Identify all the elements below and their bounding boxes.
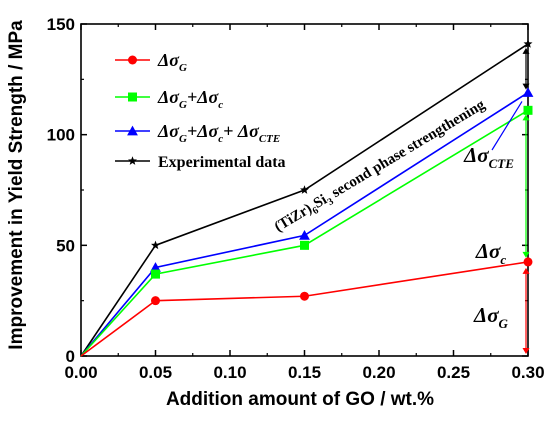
delta-cte-label-sub: CTE [489,156,515,171]
delta-c-arrow-head-up [522,114,530,121]
y-tick-label: 150 [47,15,75,34]
legend-label-sub: G [179,99,187,111]
legend-label-part: + Δσ [223,121,260,141]
data-point-triangle [522,87,534,97]
series-triangle [80,87,534,357]
series-line-triangle [80,91,529,357]
x-tick-label: 0.25 [437,363,470,382]
legend-swatch-marker [128,156,137,165]
series-layer [80,39,534,357]
delta-c-label-main: Δσ [475,239,501,263]
delta-cte-leader [491,101,523,151]
legend-swatch-marker [128,55,137,65]
x-tick-label: 0.30 [511,363,544,382]
legend-label-sub: c [218,133,223,145]
legend-swatch-marker [127,125,138,136]
data-point-triangle [299,229,310,240]
data-point-square [151,269,160,279]
delta-g-arrow-head-down [522,348,530,354]
series-line-circle [80,261,529,357]
legend-label-part: Δσ [157,87,180,107]
x-tick-label: 0.05 [139,363,172,382]
second-phase-label: (TiZr)6Si3 second phase strengthening [272,97,490,238]
data-point-circle [151,296,160,306]
delta-g-label-sub: G [499,316,509,331]
data-point-star [151,240,160,250]
second-phase-label-sub: 6 [311,205,321,217]
legend-label-part: Experimental data [158,154,286,171]
x-tick-label: 0.20 [362,363,395,382]
legend-item-circle: ΔσG [115,50,187,74]
legend-label-part: Δσ [157,121,180,141]
second-phase-label-sub: 3 [326,196,336,208]
second-phase-arrow-head-up [522,47,530,54]
y-axis-title: Improvement in Yield Strength / MPa [6,20,27,350]
delta-cte-label: ΔσCTE [463,143,514,171]
data-point-square [523,105,533,115]
legend-item-square: ΔσG+Δσc [115,87,223,111]
data-point-square [300,240,309,250]
series-line-star [80,43,529,357]
second-phase-label-part: (TiZr) [272,201,315,236]
legend-label: Experimental data [158,154,286,171]
series-circle [80,257,533,357]
series-line-square [80,109,529,357]
legend-label: ΔσG+Δσc [157,87,223,111]
delta-g-label: ΔσG [473,303,509,331]
legend-label-sub: c [218,99,223,111]
delta-c-label-sub: c [500,252,506,267]
x-tick-label: 0.00 [64,363,97,382]
delta-g-arrow-head-up [522,267,530,274]
y-tick-label: 100 [47,126,75,145]
delta-c-label: Δσc [475,239,507,267]
delta-cte-label-main: Δσ [463,143,489,167]
legend-label: ΔσG [157,50,187,74]
x-tick-label: 0.15 [288,363,321,382]
legend-item-triangle: ΔσG+Δσc+ ΔσCTE [115,121,280,145]
delta-g-label-main: Δσ [473,303,499,327]
axes-layer: 0.00 0.05 0.10 0.15 0.20 0.25 0.30 0 50 100 150 [47,15,545,382]
legend-label-part: Δσ [157,50,180,70]
data-point-star [523,39,533,48]
series-square [80,105,533,357]
data-point-circle [523,257,533,267]
legend-item-star: Experimental data [115,154,286,171]
series-star [80,39,533,357]
data-point-circle [300,291,309,301]
y-tick-label: 50 [56,236,75,255]
second-phase-arrow-head-down [522,83,530,90]
legend-swatch-marker [128,92,137,102]
x-axis-title: Addition amount of GO / wt.% [166,389,434,410]
legend-label-sub: G [179,133,187,145]
x-tick-label: 0.10 [213,363,246,382]
data-point-star [300,185,309,194]
delta-c-arrow-head-down [522,251,530,258]
legend-label-sub: CTE [259,133,280,145]
legend-label-part: +Δσ [187,87,220,107]
y-tick-label: 0 [66,347,75,366]
legend-label-sub: G [179,62,187,74]
legend-label-part: +Δσ [187,121,220,141]
legend-label: ΔσG+Δσc+ ΔσCTE [157,121,280,145]
data-point-triangle [150,262,161,272]
